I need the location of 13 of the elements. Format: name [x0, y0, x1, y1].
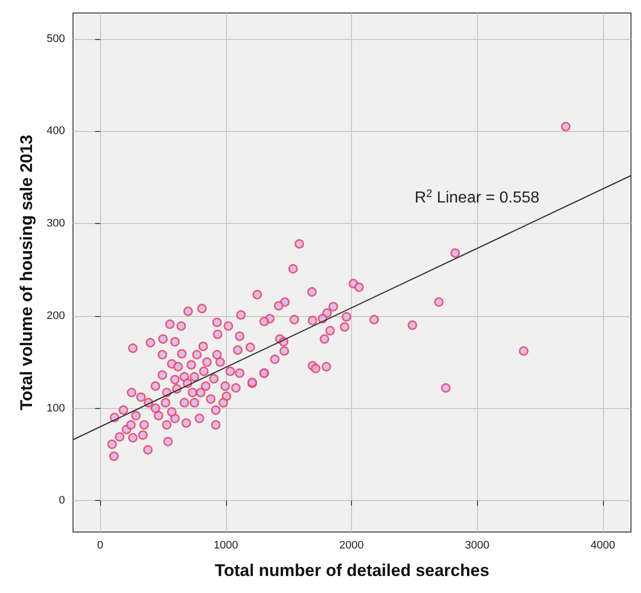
- x-tick-label: 1000: [214, 540, 238, 552]
- x-tick-label: 4000: [590, 540, 616, 552]
- y-tick-label: 100: [46, 402, 65, 414]
- y-tick-label: 0: [58, 494, 65, 507]
- y-tick-label: 400: [46, 125, 65, 138]
- y-tick-label: 300: [46, 218, 65, 230]
- y-axis-title: Total volume of housing sale 2013: [17, 134, 36, 410]
- x-tick-label: 2000: [339, 540, 364, 552]
- x-tick-label: 0: [97, 540, 104, 552]
- y-tick-label: 500: [46, 32, 65, 45]
- x-axis-title: Total number of detailed searches: [214, 561, 490, 580]
- x-tick-label: 3000: [464, 540, 490, 552]
- y-tick-label: 200: [46, 310, 65, 322]
